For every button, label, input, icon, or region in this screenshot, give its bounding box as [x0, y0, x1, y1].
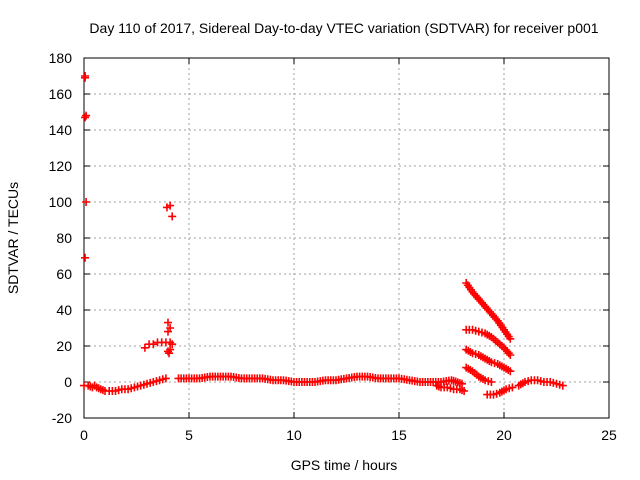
data-point	[487, 378, 496, 386]
x-axis-label: GPS time / hours	[291, 457, 398, 473]
data-point	[508, 383, 517, 392]
y-tick-label: 100	[49, 194, 73, 210]
data-point	[81, 73, 90, 82]
x-tick-label: 15	[391, 427, 407, 443]
data-point	[161, 374, 170, 383]
data-point	[81, 253, 90, 262]
data-point	[506, 334, 515, 343]
data-point	[460, 387, 469, 395]
data-point	[506, 367, 515, 376]
data-point	[162, 203, 171, 212]
data-point	[165, 349, 174, 358]
points-layer	[80, 72, 567, 399]
data-point	[149, 340, 158, 349]
data-point	[168, 212, 177, 221]
data-point	[558, 381, 567, 390]
data-point	[82, 198, 91, 206]
data-point	[164, 327, 172, 336]
x-tick-label: 20	[496, 427, 512, 443]
data-point	[140, 343, 149, 352]
y-tick-label: 140	[49, 122, 73, 138]
data-point	[492, 315, 501, 323]
chart-title: Day 110 of 2017, Sidereal Day-to-day VTE…	[89, 20, 598, 36]
y-tick-label: 160	[49, 86, 73, 102]
data-point	[164, 318, 172, 327]
x-tick-label: 0	[80, 427, 88, 443]
tick-layer: 0 5 10 15 20 25 -20 0 20 40 60 80 100 120 140 160 180	[49, 50, 617, 443]
x-tick-label: 25	[601, 427, 617, 443]
data-point	[504, 349, 513, 358]
y-tick-label: 20	[56, 338, 72, 354]
y-tick-label: 60	[56, 266, 72, 282]
x-tick-label: 5	[185, 427, 193, 443]
y-tick-label: 80	[56, 230, 72, 246]
y-tick-label: 40	[56, 302, 72, 318]
y-tick-label: -20	[52, 410, 72, 426]
y-tick-label: 180	[49, 50, 73, 66]
data-point	[82, 111, 91, 120]
y-tick-label: 120	[49, 158, 73, 174]
y-axis-label: SDTVAR / TECUs	[5, 182, 21, 294]
data-point	[168, 340, 177, 349]
data-point	[506, 351, 515, 359]
y-tick-label: 0	[64, 374, 72, 390]
grid-layer	[84, 58, 609, 418]
x-tick-label: 10	[286, 427, 302, 443]
data-point	[81, 113, 90, 122]
data-point	[164, 347, 172, 356]
